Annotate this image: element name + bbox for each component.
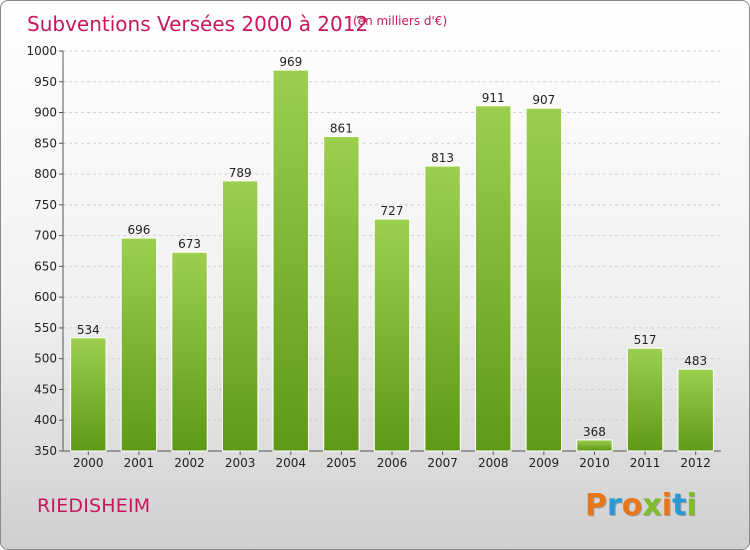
value-label: 673 bbox=[178, 237, 201, 251]
x-tick-label: 2004 bbox=[275, 456, 306, 470]
x-tick-label: 2000 bbox=[73, 456, 104, 470]
x-tick-label: 2007 bbox=[427, 456, 458, 470]
y-tick-label: 350 bbox=[34, 444, 57, 458]
y-tick-label: 950 bbox=[34, 75, 57, 89]
value-label: 969 bbox=[279, 55, 302, 69]
x-tick-label: 2008 bbox=[478, 456, 509, 470]
bar-2000 bbox=[70, 337, 107, 452]
bar-2007 bbox=[424, 165, 461, 452]
x-tick-label: 2012 bbox=[680, 456, 711, 470]
x-tick-label: 2006 bbox=[377, 456, 408, 470]
label-layer: 534 696 673 789 969 861 727 813 911 907 368 517 483 bbox=[77, 55, 707, 439]
y-tick-label: 1000 bbox=[26, 44, 57, 58]
x-tick-label: 2003 bbox=[225, 456, 256, 470]
y-tick-label: 700 bbox=[34, 229, 57, 243]
value-label: 368 bbox=[583, 425, 606, 439]
value-label: 727 bbox=[381, 204, 404, 218]
bar-2004 bbox=[272, 69, 309, 452]
chart-title: Subventions Versées 2000 à 2012 bbox=[27, 12, 368, 36]
bar-2001 bbox=[120, 237, 158, 452]
y-tick-label: 450 bbox=[34, 382, 57, 396]
y-tick-label: 850 bbox=[34, 136, 57, 150]
value-label: 911 bbox=[482, 91, 505, 105]
bar-2006 bbox=[373, 218, 411, 452]
bar-2010 bbox=[576, 439, 613, 452]
value-label: 789 bbox=[229, 166, 252, 180]
commune-name: RIEDISHEIM bbox=[37, 495, 151, 517]
bar-2002 bbox=[171, 251, 208, 452]
axis-layer: 350 400 450 500 550 600 650 700 750 800 850 900 950 1… bbox=[26, 44, 721, 470]
value-label: 534 bbox=[77, 323, 100, 337]
y-tick-label: 550 bbox=[34, 321, 57, 335]
x-tick-label: 2010 bbox=[579, 456, 610, 470]
x-tick-label: 2005 bbox=[326, 456, 357, 470]
bar-2012 bbox=[677, 368, 714, 452]
y-tick-label: 750 bbox=[34, 198, 57, 212]
y-tick-label: 900 bbox=[34, 106, 57, 120]
bar-layer bbox=[70, 69, 714, 452]
value-label: 813 bbox=[431, 151, 454, 165]
value-label: 696 bbox=[127, 223, 150, 237]
y-tick-label: 600 bbox=[34, 290, 57, 304]
value-label: 861 bbox=[330, 122, 353, 136]
bar-2008 bbox=[475, 105, 512, 452]
bar-2011 bbox=[626, 347, 664, 452]
x-tick-label: 2002 bbox=[174, 456, 205, 470]
proxiti-logo: Proxiti bbox=[585, 488, 697, 523]
value-label: 483 bbox=[684, 354, 707, 368]
x-tick-label: 2011 bbox=[630, 456, 661, 470]
y-tick-label: 400 bbox=[34, 413, 57, 427]
x-tick-label: 2009 bbox=[529, 456, 560, 470]
bar-2009 bbox=[525, 107, 563, 452]
chart-unit: (en milliers d'€) bbox=[353, 14, 447, 28]
value-label: 907 bbox=[532, 93, 555, 107]
value-label: 517 bbox=[634, 333, 657, 347]
y-tick-label: 500 bbox=[34, 352, 57, 366]
x-tick-label: 2001 bbox=[124, 456, 155, 470]
y-tick-label: 650 bbox=[34, 259, 57, 273]
bar-2005 bbox=[323, 136, 360, 452]
bar-2003 bbox=[221, 180, 259, 452]
y-tick-label: 800 bbox=[34, 167, 57, 181]
